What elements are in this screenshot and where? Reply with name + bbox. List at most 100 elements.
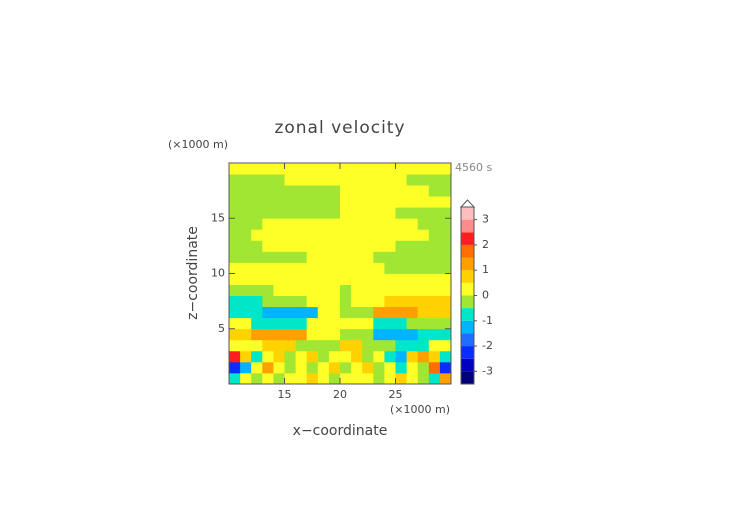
field-cell — [362, 273, 374, 285]
field-cell — [284, 185, 296, 197]
field-cell — [428, 251, 441, 263]
field-cell — [273, 317, 285, 330]
field-cell — [384, 207, 396, 219]
field-cell — [240, 251, 252, 263]
field-cell — [351, 262, 363, 274]
field-cell — [251, 174, 263, 186]
field-cell — [395, 218, 407, 230]
field-cell — [306, 361, 319, 374]
field-cell — [362, 306, 374, 319]
field-cell — [229, 218, 241, 230]
field-cell — [284, 240, 296, 252]
field-cell — [240, 218, 252, 230]
field-cell — [439, 251, 452, 263]
field-cell — [395, 284, 407, 296]
field-cell — [439, 284, 452, 296]
field-cell — [229, 328, 241, 341]
field-cell — [317, 185, 330, 197]
field-cell — [284, 306, 296, 319]
field-cell — [284, 295, 296, 308]
field-cell — [284, 218, 296, 230]
field-cell — [229, 306, 241, 319]
field-cell — [362, 185, 374, 197]
colorbar-tick-label: 1 — [482, 263, 489, 276]
field-cell — [240, 372, 252, 385]
field-cell — [439, 185, 452, 197]
field-cell — [417, 328, 430, 341]
field-cell — [317, 273, 330, 285]
field-cell — [439, 163, 452, 175]
field-cell — [273, 251, 285, 263]
field-cell — [240, 207, 252, 219]
chart-title: zonal velocity — [274, 118, 405, 138]
field-cell — [262, 229, 274, 241]
field-cell — [395, 163, 407, 175]
field-cell — [262, 306, 274, 319]
field-cell — [240, 361, 252, 374]
field-cell — [251, 273, 263, 285]
y-tick-label: 15 — [211, 211, 225, 224]
colorbar-band — [461, 232, 474, 245]
colorbar-tick-label: 3 — [482, 213, 489, 226]
field-cell — [284, 174, 296, 186]
field-cell — [306, 306, 319, 319]
field-cell — [284, 339, 296, 352]
field-cell — [406, 229, 419, 241]
field-cell — [384, 240, 396, 252]
field-cell — [340, 361, 352, 374]
field-cell — [362, 262, 374, 274]
field-cell — [295, 185, 308, 197]
field-cell — [428, 361, 441, 374]
field-cell — [306, 185, 319, 197]
field-cell — [417, 372, 430, 385]
field-cell — [351, 240, 363, 252]
field-cell — [240, 306, 252, 319]
field-cell — [328, 361, 341, 374]
field-cell — [406, 185, 419, 197]
field-cell — [240, 174, 252, 186]
field-cell — [384, 350, 396, 363]
field-cell — [284, 284, 296, 296]
field-cell — [229, 163, 241, 175]
field-cell — [262, 240, 274, 252]
field-cell — [295, 273, 308, 285]
field-cell — [439, 339, 452, 352]
field-cell — [273, 240, 285, 252]
field-cell — [340, 196, 352, 208]
field-cell — [229, 284, 241, 296]
field-cell — [428, 262, 441, 274]
field-cell — [417, 262, 430, 274]
field-cell — [317, 196, 330, 208]
field-cell — [317, 207, 330, 219]
field-cell — [251, 251, 263, 263]
field-cell — [340, 273, 352, 285]
field-cell — [395, 196, 407, 208]
field-cell — [384, 317, 396, 330]
field-cell — [351, 207, 363, 219]
field-cell — [406, 284, 419, 296]
field-cell — [351, 350, 363, 363]
field-cell — [351, 361, 363, 374]
field-cell — [417, 240, 430, 252]
field-cell — [439, 240, 452, 252]
field-cell — [384, 361, 396, 374]
field-cell — [295, 361, 308, 374]
field-cell — [351, 174, 363, 186]
field-cell — [273, 163, 285, 175]
field-cell — [351, 185, 363, 197]
field-cell — [317, 240, 330, 252]
field-cell — [406, 295, 419, 308]
field-cell — [362, 339, 374, 352]
colorbar-band — [461, 219, 474, 233]
field-cell — [229, 295, 241, 308]
field-cell — [340, 317, 352, 330]
field-cell — [362, 251, 374, 263]
field-cell — [340, 306, 352, 319]
field-cell — [251, 339, 263, 352]
field-cell — [340, 240, 352, 252]
field-cell — [229, 361, 241, 374]
field-cell — [362, 284, 374, 296]
field-cell — [317, 317, 330, 330]
field-cell — [351, 273, 363, 285]
field-cell — [240, 185, 252, 197]
